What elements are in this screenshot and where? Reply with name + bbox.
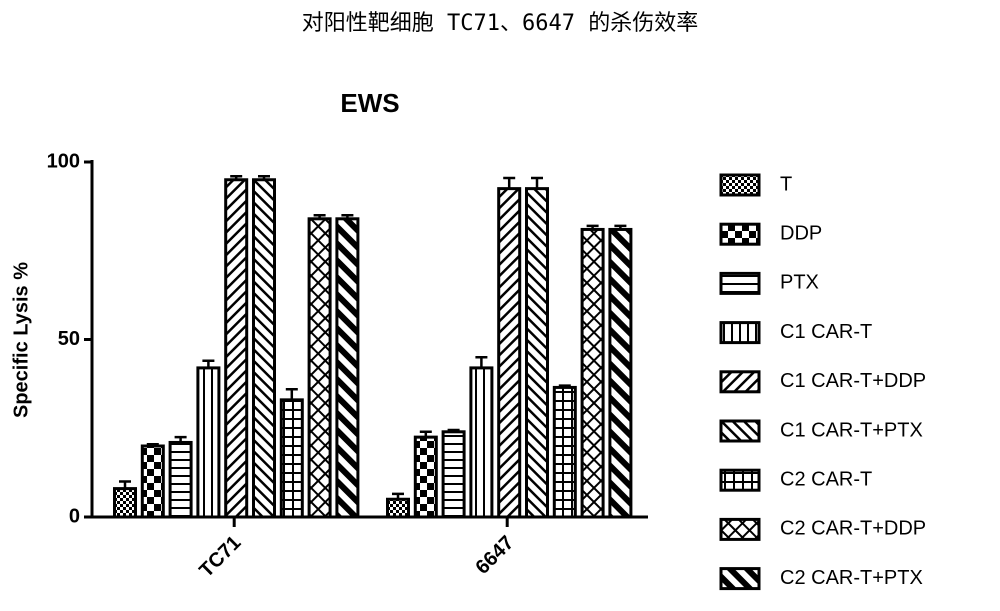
legend-label: PTX <box>780 272 819 294</box>
chart-title: EWS <box>340 88 399 118</box>
legend-swatch <box>721 569 759 589</box>
y-axis-label: Specific Lysis % <box>10 262 32 418</box>
legend-swatch <box>721 175 759 195</box>
y-tick-label: 100 <box>47 150 80 172</box>
bar <box>388 499 409 517</box>
legend-swatch <box>721 519 759 539</box>
legend-label: C1 CAR-T <box>780 321 872 343</box>
bar <box>309 219 330 517</box>
legend-swatch <box>721 421 759 441</box>
bar <box>443 432 464 517</box>
bar <box>527 189 548 517</box>
legend-label: T <box>780 173 792 195</box>
legend-label: C1 CAR-T+DDP <box>780 370 926 392</box>
legend-label: C2 CAR-T <box>780 468 872 490</box>
bar <box>198 368 219 517</box>
bar <box>471 368 492 517</box>
error-bar <box>286 389 298 400</box>
error-bar <box>503 178 515 189</box>
bar <box>281 400 302 517</box>
error-bar <box>531 178 543 189</box>
page-title: 对阳性靶细胞 TC71、6647 的杀伤效率 <box>302 11 698 36</box>
x-tick-label: TC71 <box>195 532 245 582</box>
bar <box>554 387 575 517</box>
legend-label: C2 CAR-T+PTX <box>780 567 923 589</box>
error-bar <box>475 357 487 368</box>
bar <box>337 219 358 517</box>
legend-swatch <box>721 470 759 490</box>
legend-swatch <box>721 323 759 343</box>
legend-label: C1 CAR-T+PTX <box>780 419 923 441</box>
legend-label: C2 CAR-T+DDP <box>780 518 926 540</box>
bar <box>115 489 136 517</box>
bar <box>499 189 520 517</box>
legend-swatch <box>721 224 759 244</box>
legend-swatch <box>721 273 759 293</box>
legend-label: DDP <box>780 222 822 244</box>
x-tick-label: 6647 <box>471 532 518 579</box>
legend-swatch <box>721 372 759 392</box>
bar <box>254 180 275 517</box>
bar <box>142 446 163 517</box>
bar <box>582 229 603 517</box>
bar <box>170 442 191 517</box>
bar <box>226 180 247 517</box>
y-tick-label: 50 <box>58 328 80 350</box>
bar <box>610 229 631 517</box>
bar <box>415 437 436 517</box>
y-tick-label: 0 <box>69 505 80 527</box>
